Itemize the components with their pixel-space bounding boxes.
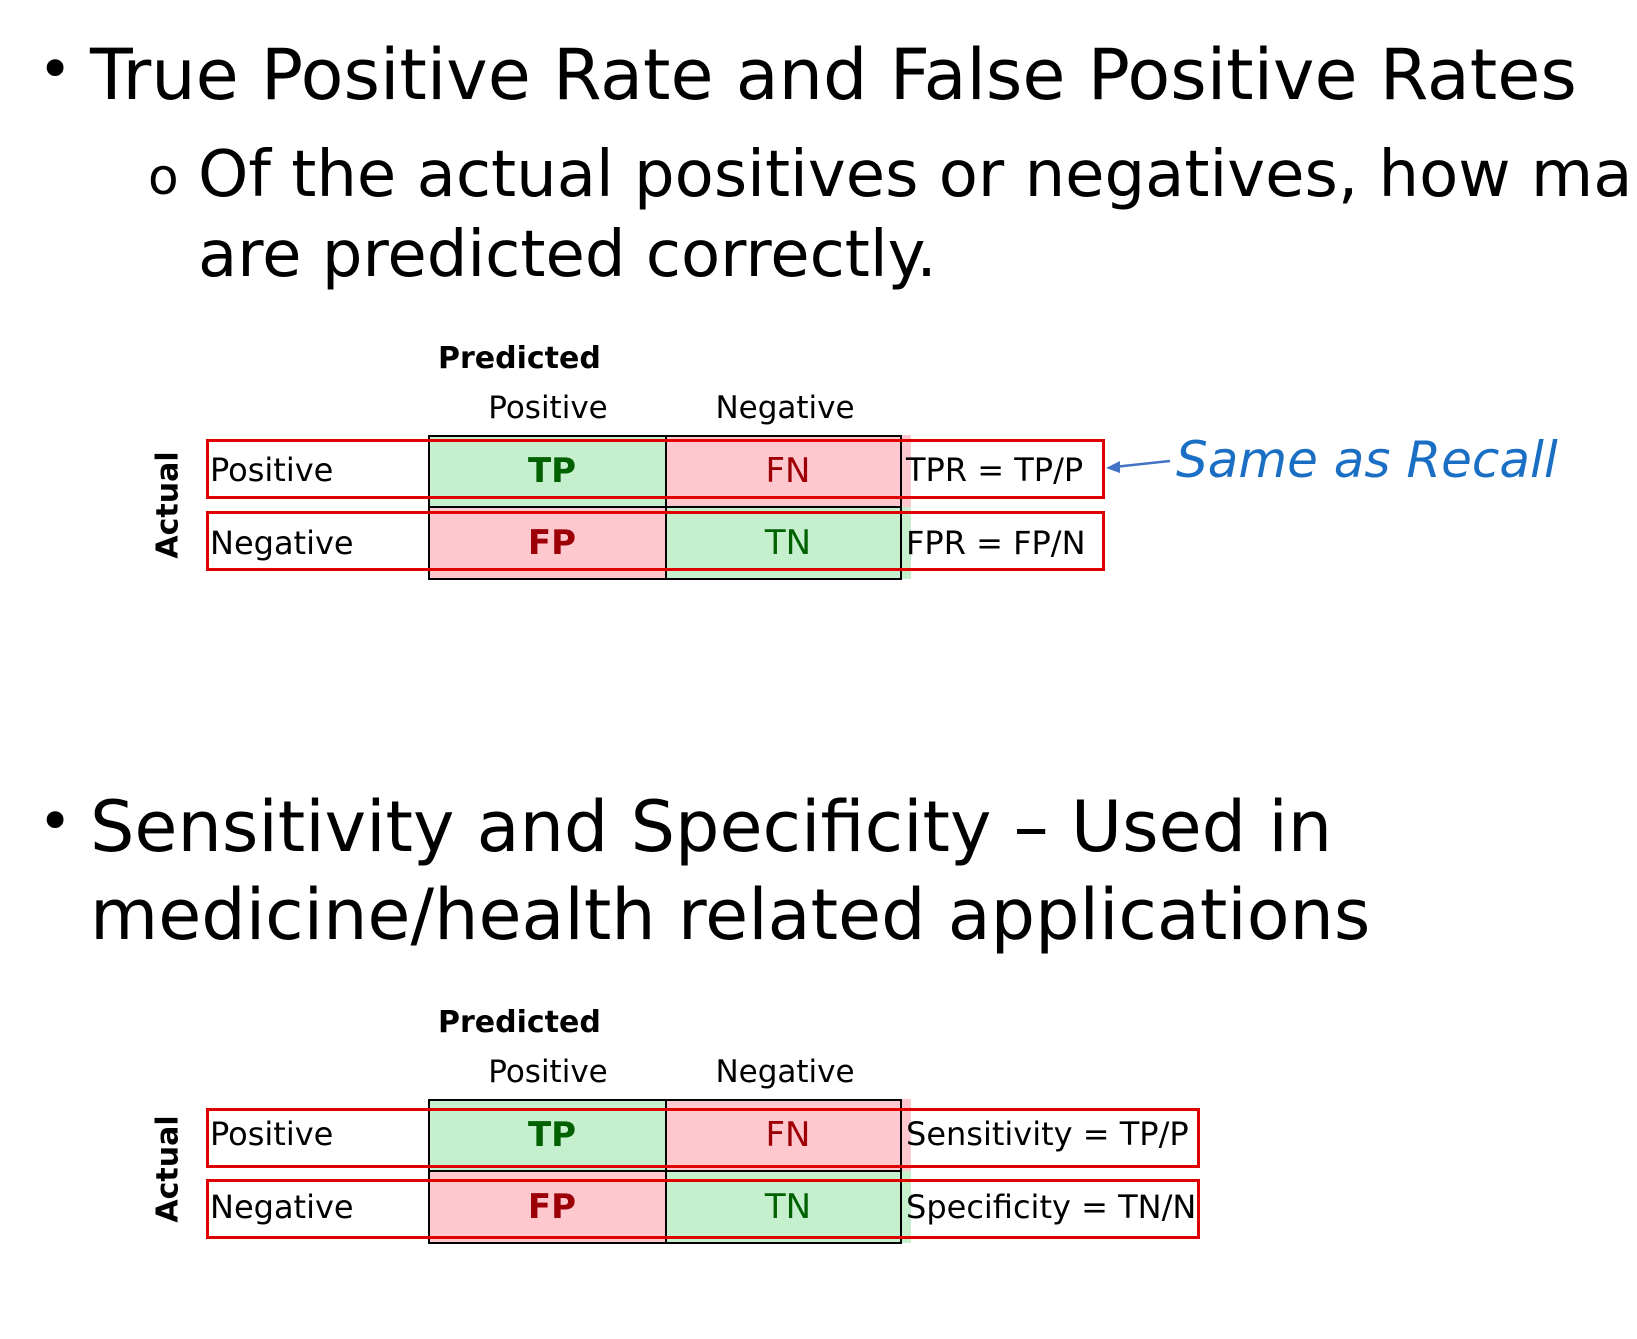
- cell-fn: FN: [665, 1099, 911, 1171]
- row-axis-label: Actual: [150, 451, 186, 559]
- matrix-divider-horizontal: [428, 506, 902, 508]
- row-label-positive: Positive: [210, 1115, 334, 1153]
- sub-bullet-marker: o: [148, 148, 179, 206]
- cell-fp: FP: [429, 1171, 675, 1243]
- bullet-marker: •: [38, 35, 73, 103]
- row-axis-label: Actual: [150, 1115, 186, 1223]
- formula-tpr: TPR = TP/P: [906, 451, 1084, 489]
- confusion-matrix-sensitivity: Predicted Positive Negative Actual Posit…: [0, 999, 1637, 1279]
- matrix-divider-horizontal: [428, 1170, 902, 1172]
- cell-fp: FP: [429, 507, 675, 579]
- cell-tn: TN: [665, 1171, 911, 1243]
- row-highlight-positive: [206, 1108, 1200, 1168]
- col-header-positive: Positive: [488, 390, 608, 426]
- row-label-positive: Positive: [210, 451, 334, 489]
- annotation-arrow: [1106, 459, 1171, 473]
- bullet-heading-rates: True Positive Rate and False Positive Ra…: [90, 34, 1577, 116]
- row-axis: Actual: [148, 450, 188, 560]
- cell-fn: FN: [665, 435, 911, 507]
- sub-bullet-line-1: Of the actual positives or negatives, ho…: [198, 138, 1637, 212]
- annotation-same-as-recall: Same as Recall: [1176, 431, 1558, 489]
- formula-sensitivity: Sensitivity = TP/P: [906, 1115, 1189, 1153]
- row-label-negative: Negative: [210, 1188, 354, 1226]
- col-header-negative: Negative: [715, 1054, 855, 1090]
- row-label-negative: Negative: [210, 524, 354, 562]
- matrix-title: Predicted: [438, 341, 601, 376]
- row-highlight-positive: [206, 439, 1105, 499]
- bullet-heading-sensitivity-line-2: medicine/health related applications: [90, 874, 1371, 956]
- col-header-positive: Positive: [488, 1054, 608, 1090]
- row-highlight-negative: [206, 1179, 1200, 1239]
- row-axis: Actual: [148, 1114, 188, 1224]
- bullet-heading-sensitivity-line-1: Sensitivity and Specificity – Used in: [90, 786, 1333, 868]
- cell-tp: TP: [429, 1099, 675, 1171]
- bullet-marker: •: [38, 787, 73, 855]
- cell-tn: TN: [665, 507, 911, 579]
- cell-tp: TP: [429, 435, 675, 507]
- row-highlight-negative: [206, 511, 1105, 571]
- formula-fpr: FPR = FP/N: [906, 524, 1086, 562]
- confusion-matrix-rates: Predicted Positive Negative Actual Posit…: [0, 335, 1637, 615]
- matrix-title: Predicted: [438, 1005, 601, 1040]
- formula-specificity: Specificity = TN/N: [906, 1188, 1197, 1226]
- sub-bullet-line-2: are predicted correctly.: [198, 218, 937, 292]
- col-header-negative: Negative: [715, 390, 855, 426]
